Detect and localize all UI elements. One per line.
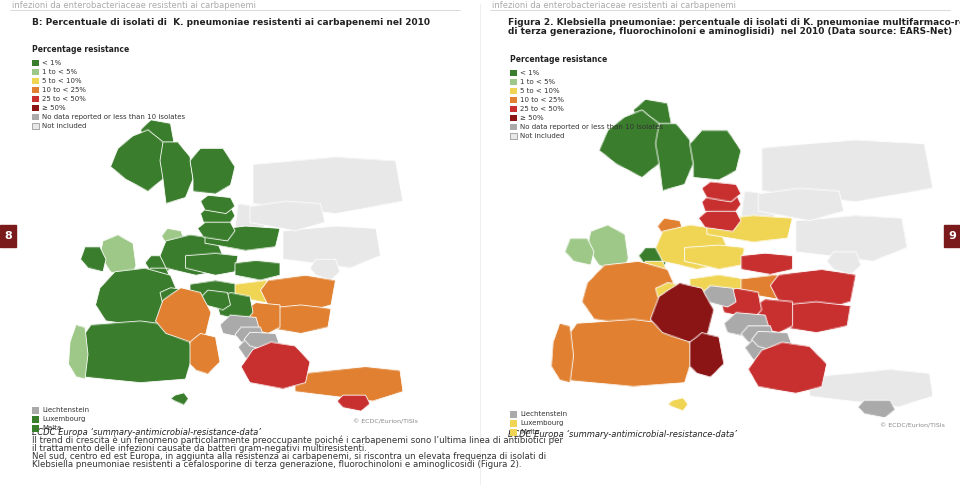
- Text: Luxembourg: Luxembourg: [42, 416, 85, 422]
- Bar: [32, 407, 39, 413]
- Text: 10 to < 25%: 10 to < 25%: [42, 87, 86, 93]
- Bar: [32, 60, 39, 67]
- Text: infezioni da enterobacteriaceae resistenti ai carbapenemi: infezioni da enterobacteriaceae resisten…: [492, 1, 736, 10]
- Bar: [510, 124, 517, 130]
- Bar: [32, 425, 39, 431]
- Bar: [510, 429, 517, 436]
- Text: 10 to < 25%: 10 to < 25%: [520, 97, 564, 103]
- Text: 5 to < 10%: 5 to < 10%: [42, 78, 82, 84]
- Text: ≥ 50%: ≥ 50%: [520, 115, 543, 121]
- Text: 8: 8: [4, 231, 12, 241]
- Text: 5 to < 10%: 5 to < 10%: [520, 88, 560, 94]
- Text: Nel sud, centro ed est Europa, in aggiunta alla resistenza ai carbapenemi, si ri: Nel sud, centro ed est Europa, in aggiun…: [32, 452, 546, 461]
- Text: ECDC Europa ‘summary-antimicrobial-resistance-data’: ECDC Europa ‘summary-antimicrobial-resis…: [508, 430, 737, 439]
- Bar: [32, 105, 39, 112]
- Bar: [32, 123, 39, 129]
- Bar: [32, 87, 39, 93]
- Text: Figura 2. Klebsiella pneumoniae: percentuale di isolati di K. pneumoniae multifa: Figura 2. Klebsiella pneumoniae: percent…: [508, 18, 960, 27]
- Bar: [0, 225, 16, 247]
- Bar: [32, 416, 39, 422]
- Bar: [510, 79, 517, 85]
- Bar: [510, 106, 517, 113]
- Bar: [510, 133, 517, 139]
- Text: di terza generazione, fluorochinoloni e aminoglisidi)  nel 2010 (Data source: EA: di terza generazione, fluorochinoloni e …: [508, 27, 952, 36]
- Text: 25 to < 50%: 25 to < 50%: [42, 96, 85, 102]
- Bar: [510, 70, 517, 77]
- Text: No data reported or less than 10 isolates: No data reported or less than 10 isolate…: [42, 114, 185, 120]
- Text: Malta: Malta: [42, 425, 61, 431]
- Text: © ECDC/Eurion/TISIs: © ECDC/Eurion/TISIs: [880, 423, 945, 428]
- Text: Percentage resistance: Percentage resistance: [510, 55, 608, 64]
- Bar: [510, 88, 517, 94]
- Bar: [32, 69, 39, 76]
- Text: 9: 9: [948, 231, 956, 241]
- Text: No data reported or less than 10 isolates: No data reported or less than 10 isolate…: [520, 124, 663, 130]
- Text: Percentage resistance: Percentage resistance: [32, 45, 130, 54]
- Text: 1 to < 5%: 1 to < 5%: [42, 69, 77, 75]
- Text: 1 to < 5%: 1 to < 5%: [520, 79, 555, 85]
- Text: ECDC Europa ‘summary-antimicrobial-resistance-data’: ECDC Europa ‘summary-antimicrobial-resis…: [32, 428, 261, 437]
- Text: Not included: Not included: [520, 133, 564, 139]
- Text: Il trend di crescita è un fenomeno particolarmente preoccupante poiché i carbape: Il trend di crescita è un fenomeno parti…: [32, 436, 563, 445]
- Text: Klebsiella pneumoniae resistenti a cefalosporine di terza generazione, fluorochi: Klebsiella pneumoniae resistenti a cefal…: [32, 460, 521, 469]
- Text: Malta: Malta: [520, 429, 540, 435]
- Text: B: Percentuale di isolati di  K. pneumoniae resistenti ai carbapenemi nel 2010: B: Percentuale di isolati di K. pneumoni…: [32, 18, 430, 27]
- Text: < 1%: < 1%: [520, 70, 540, 76]
- Text: © ECDC/Eurion/TISIs: © ECDC/Eurion/TISIs: [353, 419, 418, 424]
- Text: Luxembourg: Luxembourg: [520, 420, 564, 426]
- Text: Not included: Not included: [42, 123, 86, 129]
- Bar: [32, 96, 39, 102]
- Text: Liechtenstein: Liechtenstein: [520, 411, 567, 417]
- Text: infezioni da enterobacteriaceae resistenti ai carbapenemi: infezioni da enterobacteriaceae resisten…: [12, 1, 256, 10]
- Bar: [32, 114, 39, 121]
- Text: 25 to < 50%: 25 to < 50%: [520, 106, 564, 112]
- Text: < 1%: < 1%: [42, 60, 61, 66]
- Text: il trattamento delle infezioni causate da batteri gram-negativi multiresistenti.: il trattamento delle infezioni causate d…: [32, 444, 367, 453]
- Bar: [510, 420, 517, 426]
- Bar: [510, 411, 517, 417]
- Bar: [510, 97, 517, 104]
- Bar: [944, 225, 960, 247]
- Text: Liechtenstein: Liechtenstein: [42, 407, 89, 413]
- Bar: [32, 78, 39, 84]
- Text: ≥ 50%: ≥ 50%: [42, 105, 65, 111]
- Bar: [510, 115, 517, 122]
